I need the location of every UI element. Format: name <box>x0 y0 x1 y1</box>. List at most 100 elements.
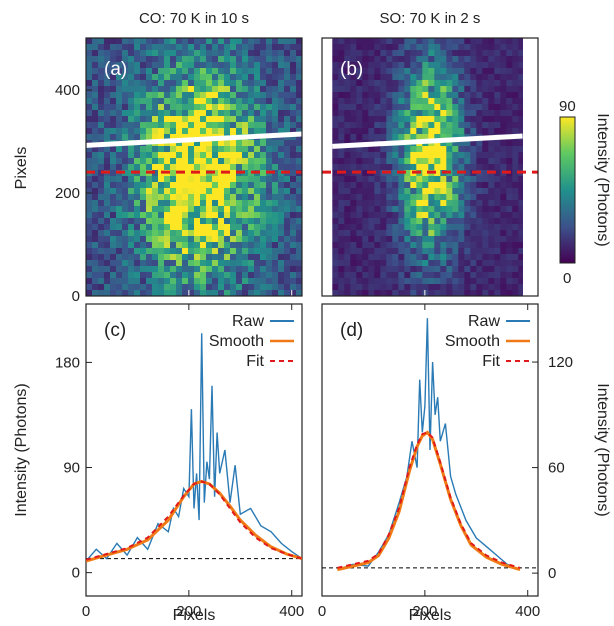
heatmap-cell <box>458 266 465 273</box>
heatmap-cell <box>188 104 195 111</box>
heatmap-cell <box>218 80 225 87</box>
heatmap-cell <box>86 116 93 123</box>
heatmap-cell <box>254 98 261 105</box>
heatmap-cell <box>278 116 285 123</box>
heatmap-cell <box>482 278 489 285</box>
heatmap-cell <box>428 146 435 153</box>
heatmap-cell <box>98 38 105 45</box>
heatmap-cell <box>374 260 381 267</box>
heatmap-cell <box>218 104 225 111</box>
heatmap-cell <box>398 74 405 81</box>
heatmap-cell <box>422 212 429 219</box>
heatmap-cell <box>494 200 501 207</box>
heatmap-cell <box>368 188 375 195</box>
heatmap-cell <box>104 92 111 99</box>
heatmap-cell <box>332 278 339 285</box>
heatmap-cell <box>266 188 273 195</box>
heatmap-cell <box>242 194 249 201</box>
heatmap-cell <box>368 266 375 273</box>
heatmap-cell <box>428 290 435 297</box>
heatmap-cell <box>224 68 231 75</box>
heatmap-cell <box>128 230 135 237</box>
heatmap-cell <box>152 236 159 243</box>
heatmap-cell <box>152 284 159 291</box>
heatmap-cell <box>164 50 171 57</box>
heatmap-cell <box>422 242 429 249</box>
heatmap-cell <box>428 212 435 219</box>
heatmap-a-yaxis: 400 200 0 <box>55 82 92 305</box>
heatmap-cell <box>248 290 255 297</box>
heatmap-cell <box>338 284 345 291</box>
heatmap-cell <box>110 146 117 153</box>
heatmap-cell <box>260 80 267 87</box>
heatmap-cell <box>134 224 141 231</box>
heatmap-cell <box>338 62 345 69</box>
heatmap-cell <box>92 86 99 93</box>
heatmap-cell <box>140 146 147 153</box>
heatmap-cell <box>242 284 249 291</box>
heatmap-cell <box>338 266 345 273</box>
heatmap-cell <box>446 74 453 81</box>
heatmap-cell <box>374 110 381 117</box>
heatmap-cell <box>506 128 513 135</box>
heatmap-cell <box>338 74 345 81</box>
heatmap-cell <box>434 284 441 291</box>
heatmap-cell <box>266 278 273 285</box>
heatmap-cell <box>452 44 459 51</box>
heatmap-cell <box>218 116 225 123</box>
heatmap-cell <box>116 116 123 123</box>
heatmap-cell <box>518 104 523 111</box>
heatmap-cell <box>164 80 171 87</box>
heatmap-cell <box>212 260 219 267</box>
heatmap-cell <box>350 128 357 135</box>
heatmap-cell <box>176 128 183 135</box>
heatmap-cell <box>380 272 387 279</box>
heatmap-cell <box>506 116 513 123</box>
heatmap-cell <box>338 248 345 255</box>
heatmap-cell <box>230 218 237 225</box>
heatmap-cell <box>518 266 523 273</box>
heatmap-cell <box>362 272 369 279</box>
heatmap-cell <box>230 92 237 99</box>
heatmap-cell <box>290 290 297 297</box>
heatmap-cell <box>128 236 135 243</box>
heatmap-cell <box>386 248 393 255</box>
heatmap-cell <box>140 50 147 57</box>
heatmap-cell <box>290 116 297 123</box>
heatmap-cell <box>86 146 93 153</box>
heatmap-cell <box>296 116 303 123</box>
heatmap-cell <box>236 284 243 291</box>
heatmap-cell <box>164 152 171 159</box>
heatmap-cell <box>512 68 519 75</box>
heatmap-cell <box>164 176 171 183</box>
xtick-label: 400 <box>279 603 304 620</box>
heatmap-cell <box>134 266 141 273</box>
heatmap-cell <box>272 68 279 75</box>
heatmap-cell <box>500 242 507 249</box>
heatmap-cell <box>134 86 141 93</box>
heatmap-cell <box>416 158 423 165</box>
heatmap-cell <box>194 92 201 99</box>
heatmap-cell <box>254 164 261 171</box>
heatmap-cell <box>458 104 465 111</box>
heatmap-cell <box>128 146 135 153</box>
heatmap-cell <box>284 290 291 297</box>
heatmap-cell <box>158 278 165 285</box>
heatmap-cell <box>434 194 441 201</box>
heatmap-cell <box>140 158 147 165</box>
heatmap-cell <box>92 74 99 81</box>
heatmap-cell <box>236 236 243 243</box>
heatmap-cell <box>212 248 219 255</box>
heatmap-cell <box>476 146 483 153</box>
heatmap-cell <box>494 56 501 63</box>
heatmap-cell <box>128 212 135 219</box>
heatmap-cell <box>296 266 303 273</box>
heatmap-cell <box>434 122 441 129</box>
heatmap-cell <box>374 224 381 231</box>
heatmap-cell <box>206 128 213 135</box>
heatmap-cell <box>236 74 243 81</box>
heatmap-cell <box>284 278 291 285</box>
ytick-label: 180 <box>55 354 80 371</box>
heatmap-cell <box>230 272 237 279</box>
heatmap-cell <box>290 128 297 135</box>
